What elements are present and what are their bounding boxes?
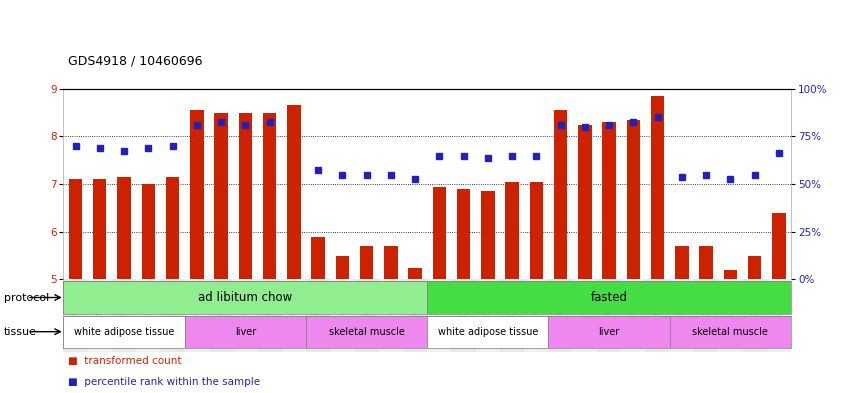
Bar [670,316,791,348]
Bar [475,279,500,352]
Text: ad libitum chow: ad libitum chow [198,291,293,304]
Bar [718,279,743,352]
Bar [409,268,422,279]
Bar [306,279,330,352]
Bar [578,125,591,279]
Text: skeletal muscle: skeletal muscle [328,327,404,337]
Bar [670,279,694,352]
Bar [554,110,568,279]
Bar [481,191,495,279]
Bar [525,279,548,352]
Text: skeletal muscle: skeletal muscle [692,327,768,337]
Bar [354,279,379,352]
Bar [141,184,155,279]
Bar [161,279,184,352]
Bar [766,279,791,352]
Bar [548,316,670,348]
Text: GDS4918 / 10460696: GDS4918 / 10460696 [68,54,202,67]
Text: white adipose tissue: white adipose tissue [74,327,174,337]
Bar [112,279,136,352]
Bar [772,213,786,279]
Bar [233,279,257,352]
Bar [306,316,427,348]
Text: liver: liver [234,327,256,337]
Bar [209,279,233,352]
Bar [597,279,621,352]
Bar [379,279,403,352]
Bar [336,255,349,279]
Bar [63,281,427,314]
Bar [427,316,548,348]
Bar [166,177,179,279]
Bar [530,182,543,279]
Bar [645,279,670,352]
Bar [282,279,306,352]
Bar [88,279,112,352]
Bar [136,279,161,352]
Text: protocol: protocol [4,292,49,303]
Bar [257,279,282,352]
Bar [651,96,664,279]
Bar [239,113,252,279]
Bar [311,237,325,279]
Text: white adipose tissue: white adipose tissue [437,327,538,337]
Bar [452,279,475,352]
Bar [548,279,573,352]
Bar [505,182,519,279]
Bar [743,279,766,352]
Bar [360,246,373,279]
Bar [69,179,82,279]
Bar [330,279,354,352]
Text: ■  percentile rank within the sample: ■ percentile rank within the sample [68,377,260,387]
Text: tissue: tissue [4,327,37,337]
Bar [675,246,689,279]
Bar [63,316,184,348]
Bar [118,177,131,279]
Bar [287,105,300,279]
Bar [500,279,525,352]
Bar [214,113,228,279]
Bar [457,189,470,279]
Text: liver: liver [598,327,620,337]
Bar [627,120,640,279]
Bar [602,122,616,279]
Bar [384,246,398,279]
Bar [694,279,718,352]
Bar [403,279,427,352]
Bar [190,110,204,279]
Bar [432,187,446,279]
Text: ■  transformed count: ■ transformed count [68,356,181,365]
Bar [184,316,306,348]
Bar [748,255,761,279]
Bar [93,179,107,279]
Bar [700,246,713,279]
Bar [573,279,597,352]
Bar [621,279,645,352]
Bar [63,279,88,352]
Bar [723,270,737,279]
Text: fasted: fasted [591,291,628,304]
Bar [263,113,277,279]
Bar [184,279,209,352]
Bar [427,279,452,352]
Bar [427,281,791,314]
